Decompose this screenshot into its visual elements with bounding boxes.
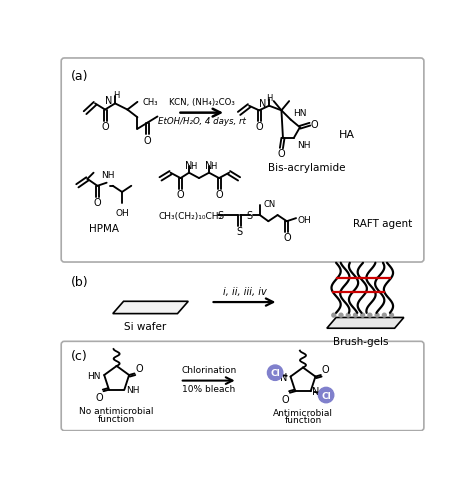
Text: H: H (191, 162, 197, 171)
Circle shape (390, 314, 393, 318)
Text: O: O (311, 120, 319, 130)
Text: H: H (210, 162, 217, 171)
Text: Antimicrobial: Antimicrobial (273, 408, 333, 417)
Text: NH: NH (126, 385, 139, 394)
Text: NH: NH (297, 140, 310, 149)
Text: O: O (93, 197, 101, 208)
FancyBboxPatch shape (61, 59, 424, 262)
Text: Cl: Cl (270, 368, 280, 378)
Text: (a): (a) (71, 70, 88, 83)
Text: HN: HN (87, 371, 100, 380)
Text: O: O (321, 364, 329, 375)
Text: S: S (237, 227, 243, 237)
Text: O: O (215, 190, 223, 200)
Text: NH: NH (100, 170, 114, 180)
Text: RAFT agent: RAFT agent (353, 218, 412, 228)
Text: (c): (c) (71, 349, 87, 363)
Text: O: O (95, 392, 103, 402)
Text: N: N (205, 161, 213, 171)
Text: i, ii, iii, iv: i, ii, iii, iv (223, 287, 266, 296)
Text: function: function (98, 414, 135, 423)
Text: CN: CN (264, 199, 276, 209)
Text: N: N (105, 96, 113, 106)
Text: O: O (278, 149, 285, 159)
Text: function: function (284, 415, 322, 424)
Text: Bis-acrylamide: Bis-acrylamide (268, 163, 346, 173)
Circle shape (267, 365, 283, 380)
Text: Si wafer: Si wafer (124, 321, 166, 331)
Text: H: H (266, 93, 272, 103)
Circle shape (339, 314, 343, 318)
Text: Cl: Cl (321, 391, 331, 400)
Text: N: N (185, 161, 193, 171)
Text: (b): (b) (71, 275, 88, 288)
Text: CH₃: CH₃ (143, 98, 158, 107)
Circle shape (361, 314, 365, 318)
Polygon shape (327, 318, 404, 329)
Text: N: N (312, 386, 319, 396)
FancyBboxPatch shape (61, 342, 424, 431)
Text: OH: OH (298, 216, 311, 225)
Text: HA: HA (339, 130, 355, 140)
Text: 10% bleach: 10% bleach (182, 384, 236, 393)
Text: HN: HN (293, 109, 307, 118)
Text: Chlorination: Chlorination (182, 366, 237, 375)
Text: O: O (177, 190, 184, 200)
Text: No antimicrobial: No antimicrobial (80, 406, 154, 415)
Text: H: H (113, 91, 120, 99)
Text: O: O (135, 363, 143, 373)
Circle shape (332, 314, 336, 318)
Text: O: O (282, 393, 289, 404)
Text: S: S (247, 211, 253, 221)
Text: N: N (280, 372, 287, 382)
Circle shape (375, 314, 379, 318)
Polygon shape (113, 302, 188, 314)
Text: KCN, (NH₄)₂CO₃: KCN, (NH₄)₂CO₃ (169, 97, 235, 106)
Text: O: O (101, 122, 109, 132)
Text: CH₃(CH₂)₁₀CH₂: CH₃(CH₂)₁₀CH₂ (159, 211, 223, 220)
Text: O: O (283, 233, 291, 243)
Circle shape (346, 314, 350, 318)
Text: OH: OH (115, 209, 129, 218)
Text: S: S (218, 211, 224, 221)
Text: EtOH/H₂O, 4 days, rt: EtOH/H₂O, 4 days, rt (158, 117, 246, 125)
Circle shape (383, 314, 386, 318)
Circle shape (368, 314, 372, 318)
Text: N: N (259, 99, 267, 109)
Text: HPMA: HPMA (89, 223, 119, 233)
Text: O: O (144, 136, 151, 145)
Text: Brush-gels: Brush-gels (333, 336, 389, 346)
Circle shape (354, 314, 357, 318)
Circle shape (319, 388, 334, 403)
Text: O: O (255, 122, 263, 132)
